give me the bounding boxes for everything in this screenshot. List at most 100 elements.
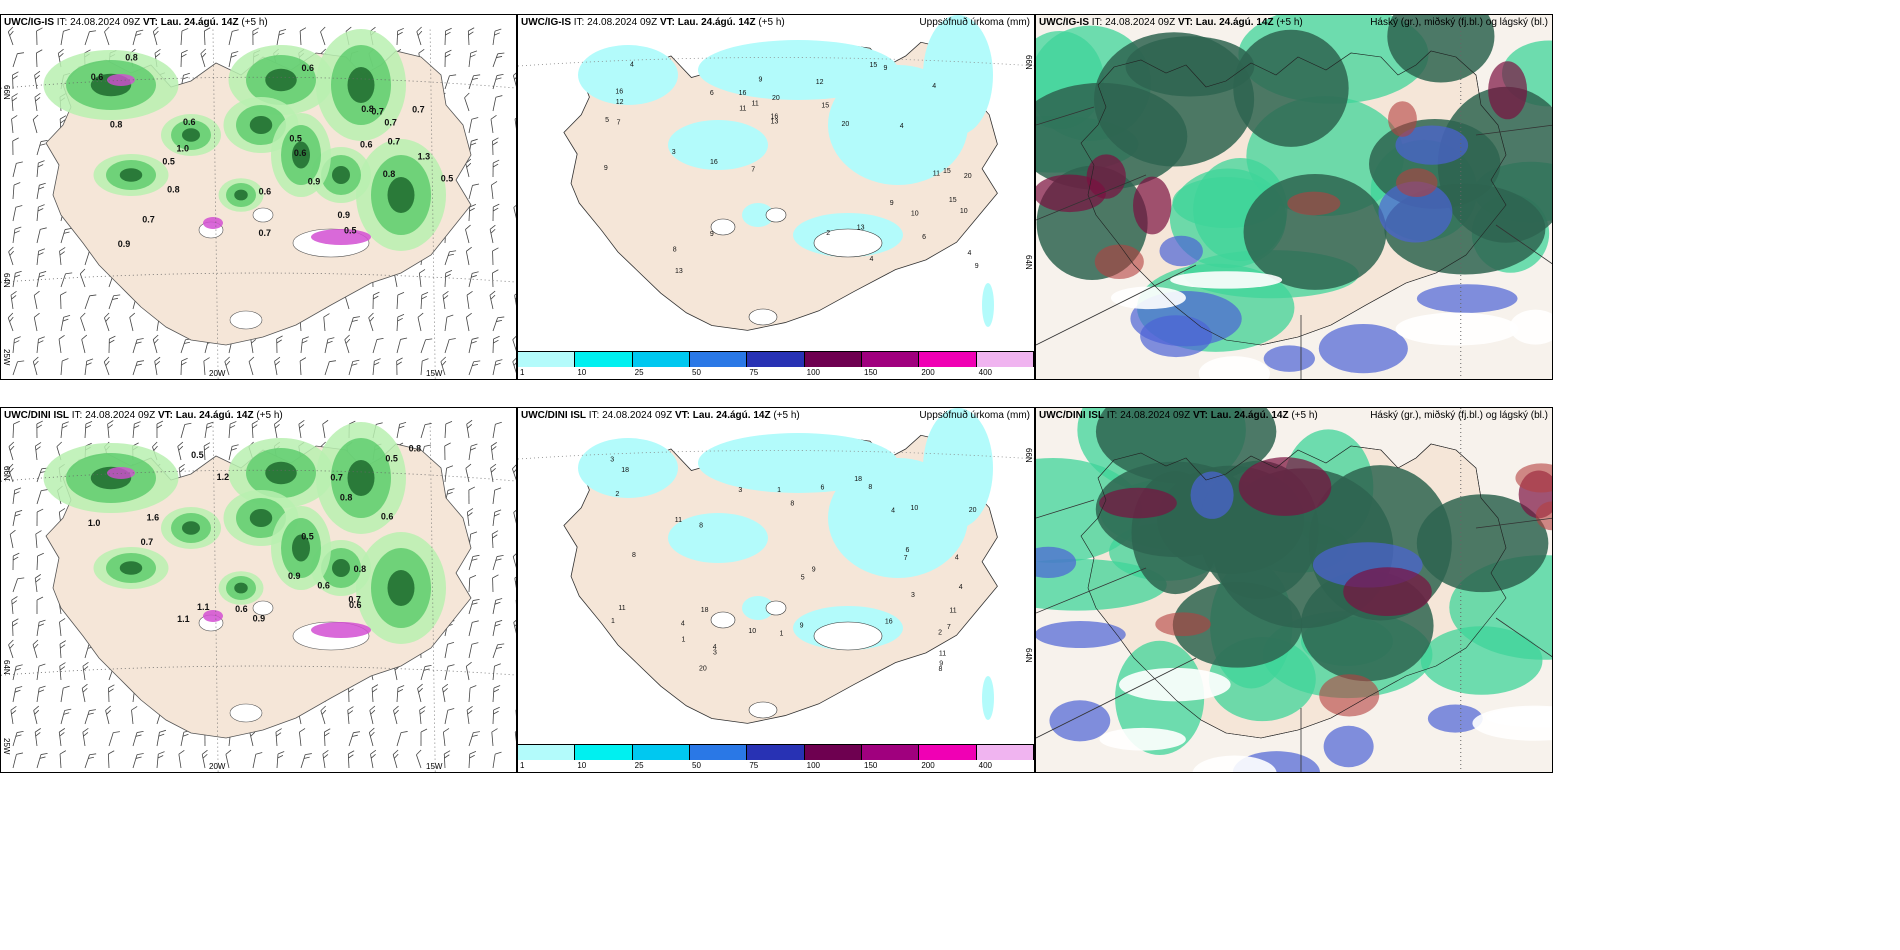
wind-barb (492, 554, 504, 571)
precip-value-label: 7 (751, 167, 755, 174)
legend-tick-label: 50 (692, 761, 701, 770)
wind-barb (465, 246, 472, 266)
legend-swatch (919, 745, 977, 760)
precip-area-dark (234, 582, 248, 594)
precip-value-label: 0.9 (288, 571, 301, 581)
wind-barb (511, 463, 516, 483)
wind-barb (11, 93, 18, 112)
high-cloud-area (1036, 82, 1188, 191)
wind-barb (107, 420, 114, 439)
precip-value-label: 0.8 (167, 185, 180, 195)
precip-value-label: 16 (710, 159, 718, 166)
wind-barb (420, 728, 428, 747)
wind-barb (12, 137, 19, 156)
wind-barb (104, 26, 110, 46)
wind-barb (492, 643, 505, 659)
wind-barb (60, 685, 70, 703)
wind-barb (491, 530, 499, 549)
panel-subtitle: Uppsöfnuð úrkoma (mm) (919, 410, 1030, 421)
precip-value-label: 11 (618, 605, 625, 612)
gridline-15w (429, 29, 436, 379)
wind-barb (444, 442, 451, 461)
wind-barb (12, 730, 24, 747)
wind-barb (12, 420, 20, 439)
wind-barb (396, 357, 403, 376)
wind-barb (10, 290, 17, 310)
wind-barb (490, 463, 497, 483)
legend-tick-label: 50 (692, 368, 701, 377)
wind-barb (300, 753, 312, 769)
wind-barb (180, 49, 188, 68)
precip-value-label: 0.5 (289, 133, 302, 143)
low-cloud-area (1049, 700, 1111, 742)
precip-value-label: 0.6 (294, 148, 307, 158)
wind-barb (84, 753, 97, 769)
wind-map: 1.00.50.80.60.70.91.10.60.50.80.71.60.91… (1, 419, 516, 772)
gridline-15w (429, 422, 436, 772)
low-cloud-area (1036, 546, 1077, 579)
wind-barb (465, 661, 472, 681)
wind-barb (444, 250, 457, 266)
precip-value-label: 0.9 (308, 176, 321, 186)
legend-tick-label: 150 (864, 761, 878, 770)
region-line (1036, 567, 1147, 614)
precip-value-label: 0.6 (381, 511, 394, 521)
precip-value-label: 0.7 (371, 106, 384, 116)
precip-value-label: 4 (955, 555, 959, 562)
glacier (765, 207, 787, 223)
precip-value-label: 0.8 (340, 492, 353, 502)
wind-barb (84, 294, 97, 310)
precip-value-label: 15 (870, 62, 878, 69)
cloud-red-area (1287, 191, 1341, 216)
panel-title: UWC/IG-IS IT: 24.08.2024 09Z VT: Lau. 24… (1039, 17, 1303, 28)
wind-barb (442, 290, 449, 310)
precip-value-label: 16 (885, 619, 893, 626)
precip-value-label: 11 (752, 100, 759, 107)
wind-barb (156, 729, 167, 747)
wind-barb (12, 182, 21, 200)
wind-barb (12, 487, 22, 505)
wind-barb (36, 160, 45, 178)
glacier (748, 701, 778, 719)
wind-barb (36, 182, 46, 200)
panel-title: UWC/DINI ISL IT: 24.08.2024 09Z VT: Lau.… (521, 410, 800, 421)
wind-barb (512, 356, 516, 376)
wind-barb (420, 292, 429, 310)
wind-barb (180, 422, 192, 439)
wind-barb (444, 465, 454, 483)
wind-barb (468, 750, 477, 769)
precip-value-label: 0.7 (388, 137, 401, 147)
precip-value-label: 0.7 (142, 214, 155, 224)
cloud-red-area (1395, 168, 1438, 197)
wind-barb (34, 728, 41, 747)
precip-value-label: 20 (772, 95, 780, 102)
wind-barb (275, 728, 282, 747)
wind-barb (416, 749, 422, 769)
wind-barb (224, 356, 231, 376)
precip-value-label: 3 (738, 487, 742, 494)
precip-value-label: 9 (800, 622, 804, 629)
precip-value-label: 0.6 (360, 139, 373, 149)
clear-sky-area (1192, 755, 1277, 772)
wind-barb (418, 269, 426, 288)
precip-value-label: 0.5 (162, 157, 175, 167)
legend-tick-label: 10 (577, 368, 587, 377)
wind-barb (33, 705, 40, 725)
precip-value-label: 8 (632, 552, 636, 559)
wind-barb (465, 463, 472, 483)
legend-tick-label: 100 (806, 761, 821, 770)
precip-area-dark (265, 68, 297, 92)
wind-barb (36, 204, 45, 222)
wind-barb (368, 727, 375, 747)
wind-barb (82, 727, 89, 747)
precip-area-dark (119, 561, 143, 575)
clear-sky-area (1395, 312, 1519, 346)
wind-barb (492, 751, 502, 769)
precip-value-label: 11 (939, 650, 946, 657)
wind-barb (12, 664, 23, 681)
high-cloud-area (1233, 29, 1349, 147)
legend-swatch (804, 352, 862, 367)
legend-tick-label: 200 (921, 368, 935, 377)
wind-barb (59, 662, 66, 681)
cloud-maroon-area (1036, 174, 1106, 213)
